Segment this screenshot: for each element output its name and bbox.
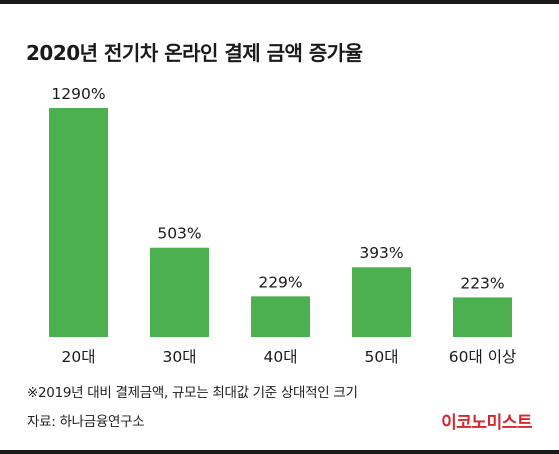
category-label-3: 50대 <box>365 348 399 366</box>
bar-4 <box>453 297 512 337</box>
source-note: 자료: 하나금융연구소 <box>27 414 145 430</box>
category-label-2: 40대 <box>264 348 298 366</box>
top-rule <box>0 0 559 4</box>
bar-2 <box>251 296 310 337</box>
bar-3 <box>352 267 411 337</box>
bar-value-label-2: 229% <box>258 273 302 291</box>
bar-1 <box>150 247 209 337</box>
bar-0 <box>49 108 108 337</box>
category-label-4: 60대 이상 <box>449 348 516 366</box>
brand-logo: 이코노미스트 <box>441 413 532 433</box>
bar-value-label-1: 503% <box>157 225 201 243</box>
category-label-1: 30대 <box>163 348 197 366</box>
chart-title: 2020년 전기차 온라인 결제 금액 증가율 <box>26 41 363 65</box>
footnote: ※2019년 대비 결제금액, 규모는 최대값 기준 상대적인 크기 <box>27 385 358 401</box>
bar-value-label-4: 223% <box>460 274 504 292</box>
bottom-rule <box>0 450 559 454</box>
bar-value-label-3: 393% <box>359 244 403 262</box>
category-label-0: 20대 <box>62 348 96 366</box>
bar-value-label-0: 1290% <box>51 85 105 103</box>
